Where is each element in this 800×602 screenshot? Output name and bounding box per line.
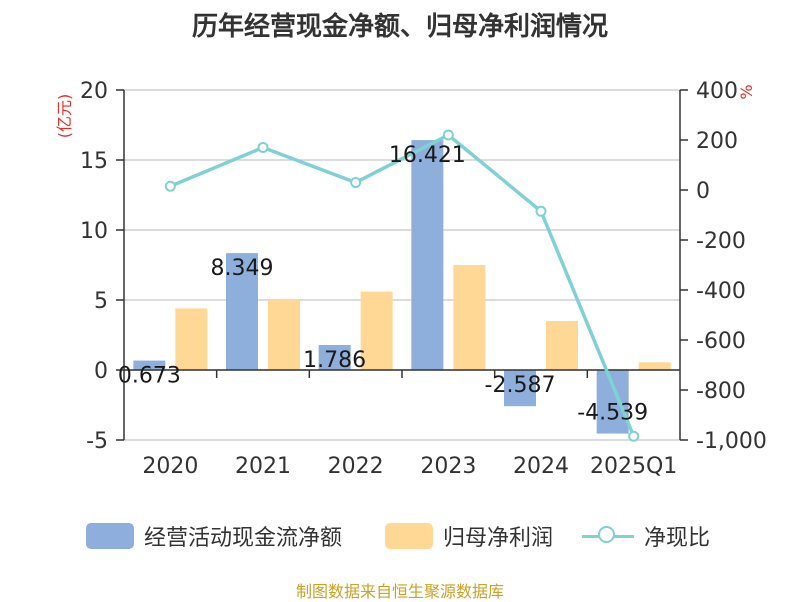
ratio-point xyxy=(442,129,454,141)
axes: 20 15 10 5 0 -5 400 200 0 -200 -400 -600 -800 -1,000 (… xyxy=(55,79,767,479)
legend-label-profit: 归母净利润 xyxy=(443,526,554,551)
legend-line-marker-icon xyxy=(582,523,634,549)
x-tick-label: 2021 xyxy=(235,454,291,479)
legend: 经营活动现金流净额 归母净利润 净现比 xyxy=(0,518,800,554)
ratio-line xyxy=(169,133,636,437)
ratio-line-series xyxy=(164,129,640,442)
y-right-tick-label: -800 xyxy=(696,379,746,404)
data-label-cash-flow: 1.786 xyxy=(303,348,366,373)
bar-cash-flow xyxy=(133,360,166,370)
bars xyxy=(133,140,671,434)
y-left-tick-label: -5 xyxy=(86,429,108,454)
bar-net-profit xyxy=(268,300,300,370)
bar-cash-flow xyxy=(226,253,258,370)
bar-cash-flow xyxy=(596,370,629,434)
source-note: 制图数据来自恒生聚源数据库 xyxy=(295,582,504,601)
bar-cash-flow xyxy=(318,344,351,370)
y-left-tick-label: 10 xyxy=(80,219,108,244)
y-left-tick-label: 15 xyxy=(80,149,108,174)
legend-item-cash[interactable]: 经营活动现金流净额 xyxy=(86,518,342,554)
data-label-cash-flow: 8.349 xyxy=(211,256,274,281)
ratio-point xyxy=(164,180,176,192)
y-right-tick-label: 200 xyxy=(696,129,738,154)
bar-net-profit xyxy=(638,362,671,370)
y-right-tick-label: -400 xyxy=(696,279,746,304)
x-tick-label: 2023 xyxy=(420,454,476,479)
legend-swatch-cash xyxy=(86,523,134,549)
x-tick-label: 2022 xyxy=(328,454,384,479)
data-label-cash-flow: -2.587 xyxy=(485,373,556,398)
bar-net-profit xyxy=(546,321,578,370)
data-label-cash-flow: 0.673 xyxy=(118,364,181,389)
y-right-tick-label: -200 xyxy=(696,229,746,254)
x-tick-label: 2024 xyxy=(513,454,569,479)
data-label-cash-flow: -4.539 xyxy=(577,401,648,426)
bar-cash-flow xyxy=(504,370,536,407)
bar-net-profit xyxy=(175,308,208,370)
ratio-point xyxy=(535,205,547,217)
x-tick-label: 2025Q1 xyxy=(590,454,677,479)
ratio-point xyxy=(350,177,362,188)
chart-title: 历年经营现金净额、归母净利润情况 xyxy=(191,12,608,42)
legend-item-profit[interactable]: 归母净利润 xyxy=(385,518,553,554)
bar-cash-flow xyxy=(411,140,444,370)
y-right-tick-label: -1,000 xyxy=(696,429,767,454)
y-right-tick-label: 0 xyxy=(696,179,710,204)
y-left-tick-label: 20 xyxy=(80,79,108,104)
y-left-tick-label: 0 xyxy=(94,359,108,384)
bar-net-profit xyxy=(360,291,393,370)
legend-swatch-profit xyxy=(385,523,433,549)
y-right-tick-label: 400 xyxy=(696,79,738,104)
y-right-unit-label: % xyxy=(737,84,756,99)
bar-net-profit xyxy=(453,265,486,370)
legend-label-cash: 经营活动现金流净额 xyxy=(144,526,343,551)
data-labels: 0.673 8.349 1.786 16.421 -2.587 -4.539 xyxy=(118,143,648,425)
x-tick-label: 2020 xyxy=(142,454,198,479)
ratio-point xyxy=(628,430,640,442)
y-left-unit-label: (亿元) xyxy=(55,94,74,139)
ratio-point xyxy=(257,142,269,153)
y-right-tick-label: -600 xyxy=(696,329,746,354)
data-label-cash-flow: 16.421 xyxy=(389,143,466,168)
legend-label-ratio: 净现比 xyxy=(644,526,711,551)
y-left-tick-label: 5 xyxy=(94,289,108,314)
legend-item-ratio[interactable]: 净现比 xyxy=(582,518,710,554)
